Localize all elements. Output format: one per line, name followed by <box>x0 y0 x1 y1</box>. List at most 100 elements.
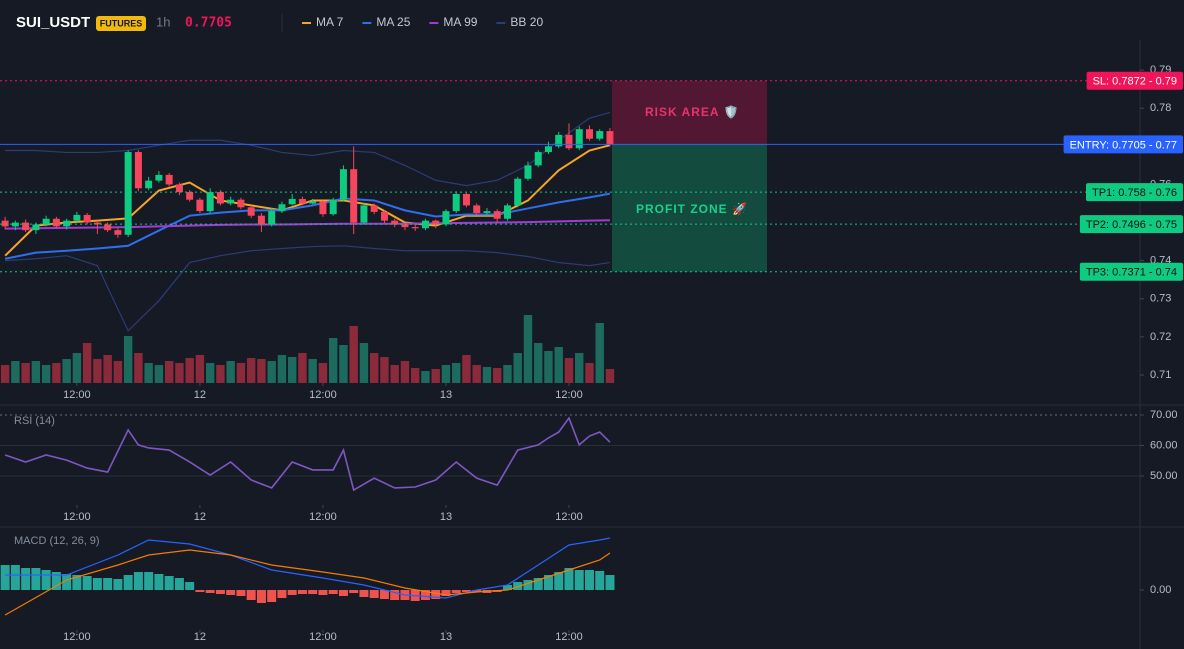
volume-bar <box>123 336 133 383</box>
macd-histogram-bar <box>502 585 512 590</box>
candle-body <box>278 204 286 212</box>
volume-bar <box>52 363 61 383</box>
price-tag-bg <box>1063 135 1183 154</box>
volume-bar <box>493 368 502 383</box>
volume-bar <box>287 357 297 383</box>
macd-histogram-bar <box>554 572 564 590</box>
x-tick-label: 12:00 <box>309 631 337 643</box>
candle-body <box>237 199 245 208</box>
macd-histogram-bar <box>92 578 102 590</box>
macd-histogram-bar <box>574 570 584 590</box>
badge: FUTURES <box>100 18 143 28</box>
candle-body <box>288 198 296 205</box>
price-tag-bg <box>1079 262 1183 281</box>
candle-body <box>257 215 265 225</box>
macd-histogram-bar <box>144 572 154 590</box>
candle-body <box>596 131 604 139</box>
badge-bg <box>96 16 146 31</box>
macd-histogram-bar <box>287 590 297 595</box>
candle-body <box>134 152 142 189</box>
candle-body <box>350 169 358 223</box>
macd-histogram-bar <box>369 590 379 598</box>
volume-bar <box>585 363 594 383</box>
macd-histogram-bar <box>564 568 574 590</box>
y-tick-label: 70.00 <box>1150 409 1178 421</box>
macd-histogram-bar <box>297 590 307 594</box>
candle-body <box>380 211 388 221</box>
panel-title: MACD (12, 26, 9) <box>14 535 100 547</box>
rsi-line <box>4 416 611 492</box>
volume-bar <box>605 369 615 383</box>
price-tag: TP3: 0.7371 - 0.74 <box>1086 267 1177 279</box>
macd-histogram-bar <box>318 590 328 595</box>
candle-body <box>73 214 81 221</box>
macd-histogram-bar <box>349 590 359 593</box>
macd-histogram-bar <box>10 565 20 590</box>
header: SUI_USDT FUTURES 1h 0.7705 <box>16 14 283 32</box>
symbol: SUI_USDT <box>16 14 90 31</box>
price-tag-bg <box>1086 71 1183 90</box>
volume-bar <box>349 326 358 383</box>
volume-bar <box>431 369 440 383</box>
candle-body <box>493 211 501 219</box>
legend-label: MA 99 <box>443 15 477 29</box>
volume-bar <box>513 353 522 383</box>
volume-bar <box>11 361 20 383</box>
trade-zone <box>612 80 767 145</box>
volume-bar <box>195 355 205 383</box>
x-tick-label: 13 <box>440 511 452 523</box>
candle-body <box>391 220 399 225</box>
volume-bar <box>482 367 492 383</box>
volume-bar <box>575 353 584 383</box>
candle-body <box>544 146 552 153</box>
volume-bar <box>236 363 246 383</box>
macd-histogram-bar <box>379 590 389 599</box>
legend-label: MA 25 <box>376 15 410 29</box>
macd-histogram-bar <box>133 572 143 590</box>
macd-line <box>4 549 611 616</box>
volume-bar <box>400 361 410 383</box>
volume-bar <box>144 363 153 383</box>
volume-bar <box>267 361 276 383</box>
macd-line <box>5 537 611 599</box>
price-tag-bg <box>1079 215 1183 234</box>
macd-histogram-bar <box>205 590 215 593</box>
volume-bar <box>62 359 71 383</box>
macd-histogram-bar <box>21 568 31 590</box>
x-tick-label: 12:00 <box>555 389 583 401</box>
macd-histogram-bar <box>605 575 615 590</box>
candle-body <box>42 218 50 225</box>
trade-zone <box>612 144 767 272</box>
candle-body <box>329 199 337 215</box>
volume-bar <box>31 361 41 383</box>
macd-histogram-bar <box>277 590 287 598</box>
last-price: 0.7705 <box>185 16 232 31</box>
candle-body <box>216 192 224 204</box>
macd-histogram-bar <box>174 578 184 590</box>
volume-bar <box>246 358 256 383</box>
volume-bar <box>21 363 30 383</box>
volume-bar <box>441 365 451 383</box>
candle-body <box>124 152 132 235</box>
candle-body <box>309 201 317 204</box>
y-tick-label: 0.78 <box>1150 102 1171 114</box>
volume-bar <box>328 338 338 383</box>
candle-body <box>196 199 204 212</box>
candle-body <box>32 224 40 231</box>
macd-histogram-bar <box>62 574 72 590</box>
volume-bar <box>308 359 317 383</box>
candle-body <box>575 129 583 149</box>
x-tick-label: 12 <box>194 631 206 643</box>
y-tick-label: 60.00 <box>1150 439 1178 451</box>
volume-bar <box>318 363 328 383</box>
volume-bar <box>421 371 430 383</box>
candle-body <box>452 193 460 212</box>
candle-body <box>93 222 101 225</box>
volume-bar <box>226 361 235 383</box>
volume-bar <box>103 355 112 383</box>
macd-histogram-bar <box>441 590 451 596</box>
candle-body <box>585 129 593 139</box>
macd-histogram-bar <box>72 575 82 590</box>
panel-title: RSI (14) <box>14 415 55 427</box>
